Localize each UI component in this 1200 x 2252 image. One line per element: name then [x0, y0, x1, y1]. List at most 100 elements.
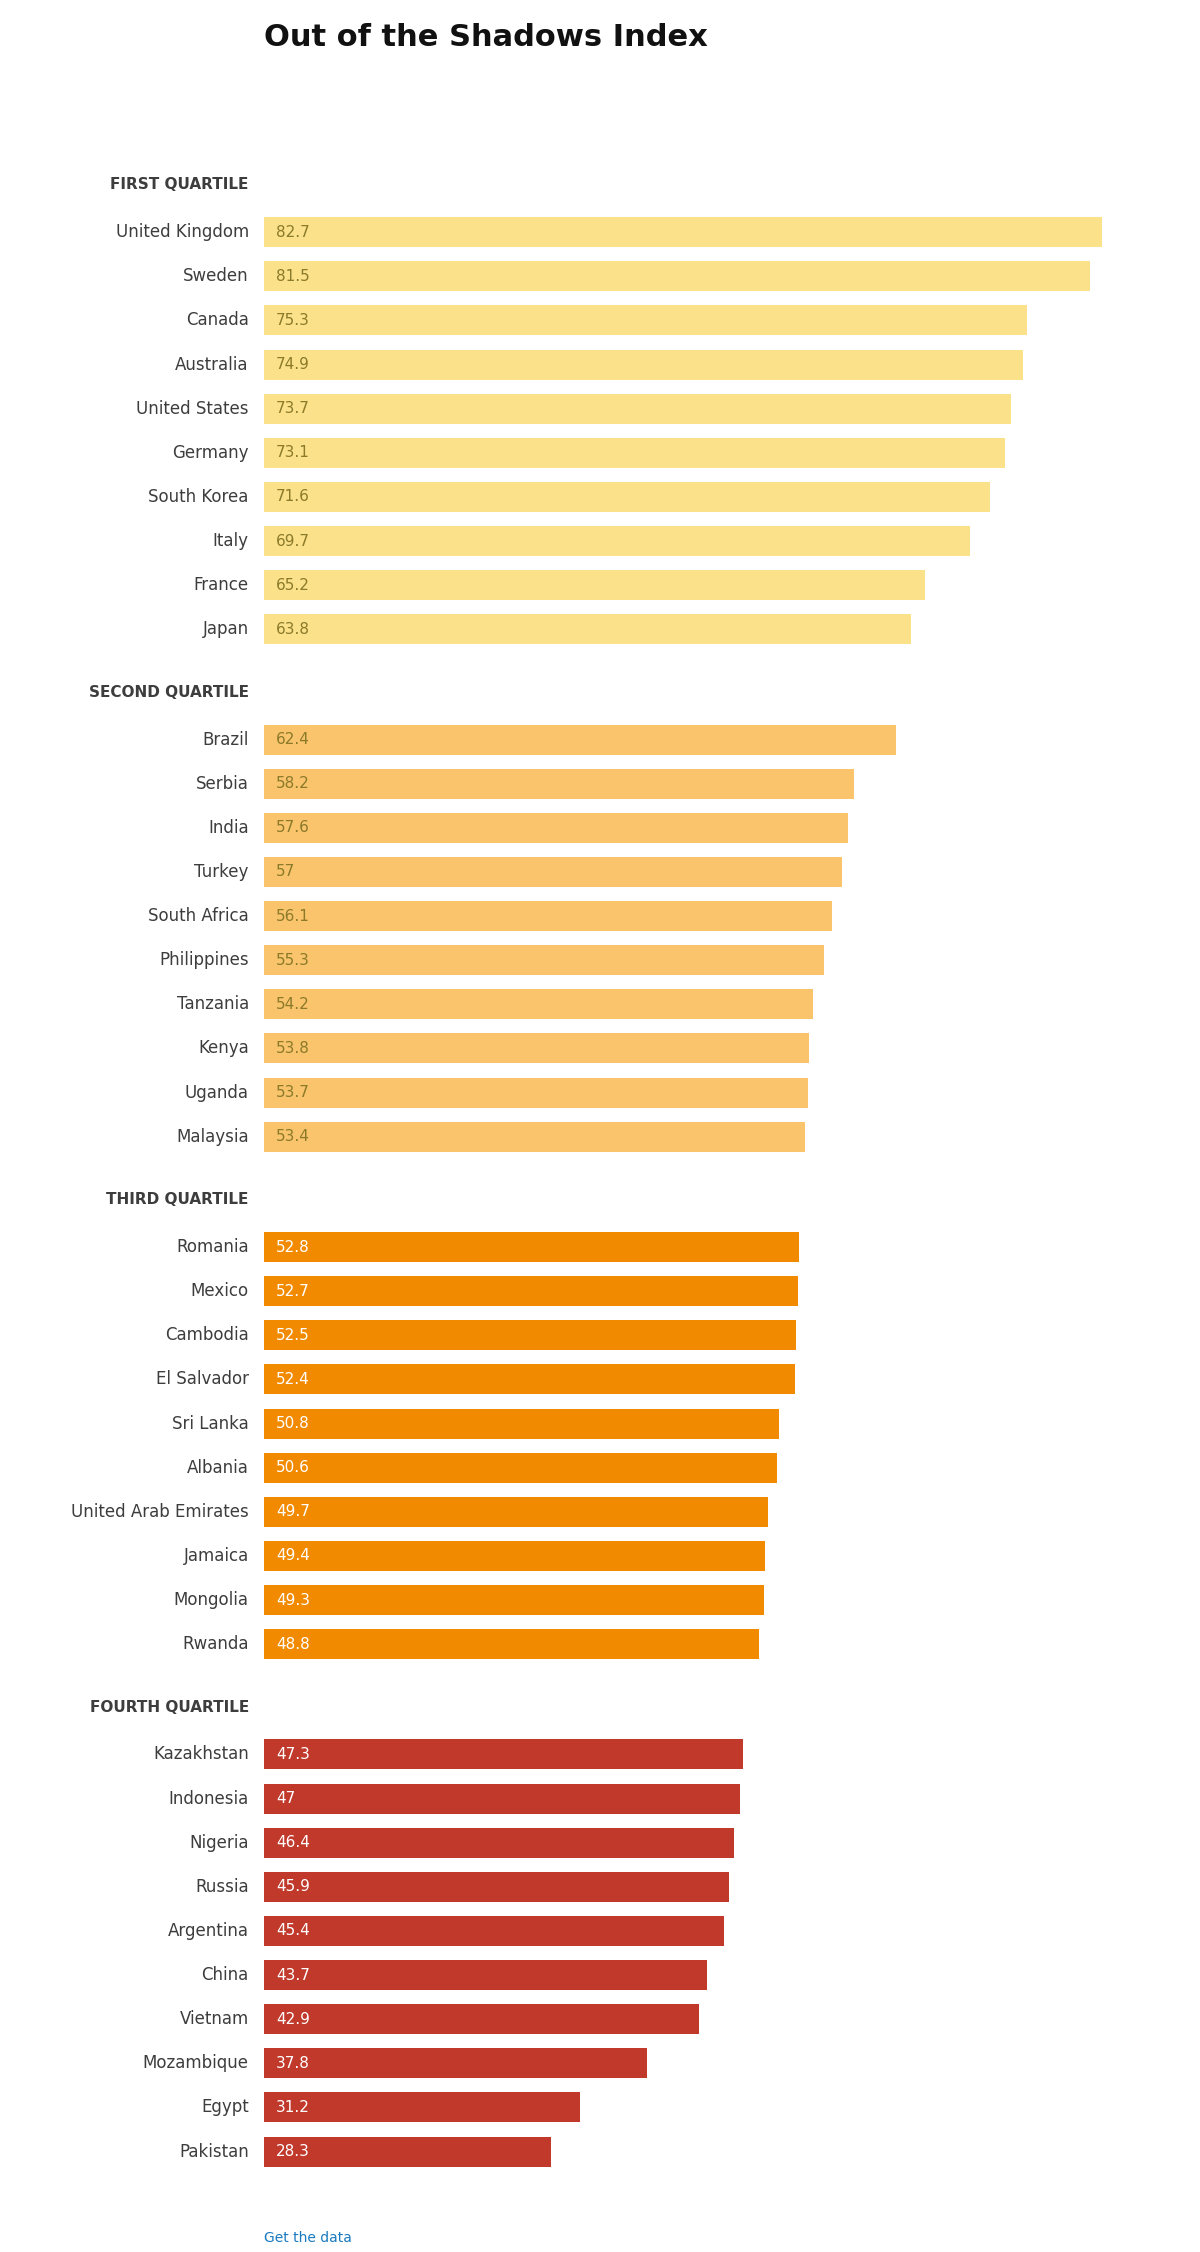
- Text: 47.3: 47.3: [276, 1748, 310, 1761]
- Text: Romania: Romania: [176, 1239, 248, 1257]
- Text: Italy: Italy: [212, 531, 248, 549]
- Text: 55.3: 55.3: [276, 953, 310, 968]
- Text: 47: 47: [276, 1790, 295, 1806]
- Text: Vietnam: Vietnam: [180, 2011, 248, 2029]
- Bar: [264, 1232, 799, 1261]
- Text: 57.6: 57.6: [276, 820, 310, 835]
- Text: Cambodia: Cambodia: [166, 1326, 248, 1344]
- Bar: [264, 570, 925, 601]
- Text: Serbia: Serbia: [196, 775, 248, 793]
- Bar: [264, 306, 1027, 336]
- Text: India: India: [208, 820, 248, 838]
- Text: Indonesia: Indonesia: [168, 1790, 248, 1808]
- Text: 73.7: 73.7: [276, 401, 310, 417]
- Text: Rwanda: Rwanda: [182, 1635, 248, 1653]
- Bar: [264, 615, 911, 644]
- Bar: [264, 1871, 730, 1903]
- Text: Mozambique: Mozambique: [143, 2054, 248, 2072]
- Text: 45.9: 45.9: [276, 1880, 310, 1894]
- Text: 50.8: 50.8: [276, 1417, 310, 1430]
- Text: Jamaica: Jamaica: [184, 1547, 248, 1565]
- Text: 52.8: 52.8: [276, 1239, 310, 1254]
- Text: FIRST QUARTILE: FIRST QUARTILE: [110, 178, 248, 191]
- Bar: [264, 1739, 743, 1770]
- Bar: [264, 2092, 580, 2121]
- Text: 57: 57: [276, 865, 295, 881]
- Text: 53.4: 53.4: [276, 1128, 310, 1144]
- Bar: [264, 1121, 805, 1151]
- Text: 69.7: 69.7: [276, 534, 310, 549]
- Bar: [264, 813, 847, 842]
- Text: THIRD QUARTILE: THIRD QUARTILE: [107, 1191, 248, 1207]
- Text: Malaysia: Malaysia: [176, 1128, 248, 1146]
- Text: Australia: Australia: [175, 356, 248, 374]
- Bar: [264, 1365, 794, 1394]
- Text: Pakistan: Pakistan: [179, 2142, 248, 2160]
- Text: 71.6: 71.6: [276, 489, 310, 504]
- Bar: [264, 1277, 798, 1306]
- Text: 37.8: 37.8: [276, 2056, 310, 2072]
- Text: Tanzania: Tanzania: [176, 995, 248, 1013]
- Text: 81.5: 81.5: [276, 268, 310, 284]
- Text: Kazakhstan: Kazakhstan: [154, 1745, 248, 1763]
- Text: 82.7: 82.7: [276, 225, 310, 239]
- Text: 50.6: 50.6: [276, 1459, 310, 1475]
- Bar: [264, 1540, 764, 1572]
- Bar: [264, 1320, 796, 1351]
- Text: Nigeria: Nigeria: [190, 1833, 248, 1851]
- Bar: [264, 858, 841, 887]
- Text: 43.7: 43.7: [276, 1968, 310, 1982]
- Text: Canada: Canada: [186, 311, 248, 329]
- Text: 46.4: 46.4: [276, 1835, 310, 1851]
- Text: United Kingdom: United Kingdom: [115, 223, 248, 241]
- Bar: [264, 989, 814, 1020]
- Text: SECOND QUARTILE: SECOND QUARTILE: [89, 685, 248, 700]
- Text: 28.3: 28.3: [276, 2144, 310, 2160]
- Bar: [264, 1784, 740, 1813]
- Bar: [264, 1453, 776, 1482]
- Bar: [264, 1628, 758, 1660]
- Bar: [264, 1829, 734, 1858]
- Text: Albania: Albania: [187, 1459, 248, 1477]
- Text: 54.2: 54.2: [276, 998, 310, 1011]
- Text: 52.5: 52.5: [276, 1329, 310, 1342]
- Text: United Arab Emirates: United Arab Emirates: [71, 1502, 248, 1520]
- Text: Mongolia: Mongolia: [174, 1590, 248, 1608]
- Text: France: France: [193, 577, 248, 595]
- Text: Brazil: Brazil: [203, 730, 248, 748]
- Bar: [264, 768, 853, 799]
- Text: 49.4: 49.4: [276, 1549, 310, 1563]
- Text: 31.2: 31.2: [276, 2099, 310, 2115]
- Text: 53.7: 53.7: [276, 1085, 310, 1101]
- Bar: [264, 1498, 768, 1527]
- Text: Russia: Russia: [196, 1878, 248, 1896]
- Text: Germany: Germany: [173, 444, 248, 462]
- Text: Argentina: Argentina: [168, 1921, 248, 1939]
- Bar: [264, 1916, 724, 1946]
- Text: 49.3: 49.3: [276, 1592, 310, 1608]
- Bar: [264, 394, 1010, 423]
- Bar: [264, 1585, 763, 1615]
- Bar: [264, 2004, 698, 2034]
- Text: Uganda: Uganda: [185, 1083, 248, 1101]
- Bar: [264, 437, 1004, 468]
- Text: FOURTH QUARTILE: FOURTH QUARTILE: [90, 1700, 248, 1714]
- Text: 52.7: 52.7: [276, 1284, 310, 1299]
- Text: Sweden: Sweden: [184, 268, 248, 286]
- Bar: [264, 946, 824, 975]
- Text: Turkey: Turkey: [194, 863, 248, 881]
- Text: 65.2: 65.2: [276, 579, 310, 592]
- Text: 53.8: 53.8: [276, 1040, 310, 1056]
- Text: 56.1: 56.1: [276, 908, 310, 923]
- Bar: [264, 527, 971, 556]
- Text: United States: United States: [137, 399, 248, 417]
- Text: South Korea: South Korea: [149, 489, 248, 507]
- Text: 45.4: 45.4: [276, 1923, 310, 1939]
- Text: 62.4: 62.4: [276, 732, 310, 748]
- Text: 63.8: 63.8: [276, 622, 310, 637]
- Bar: [264, 901, 833, 930]
- Text: 52.4: 52.4: [276, 1371, 310, 1387]
- Text: 73.1: 73.1: [276, 446, 310, 459]
- Text: 74.9: 74.9: [276, 358, 310, 372]
- Text: Get the data: Get the data: [264, 2232, 352, 2245]
